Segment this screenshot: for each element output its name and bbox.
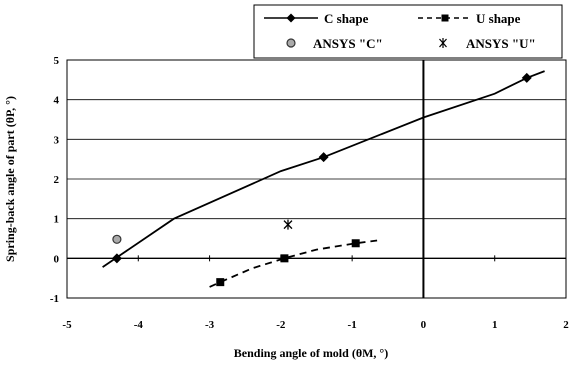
legend-box (253, 4, 563, 59)
legend-marker-c-shape (286, 13, 296, 23)
x-tick-label: -2 (276, 319, 286, 331)
y-tick-label: 4 (54, 95, 60, 107)
y-tick-labels: -1 0 1 2 3 4 5 (50, 55, 60, 305)
series-u-shape-point (216, 278, 225, 287)
legend-entry-ansys-u: ANSYS "U" (439, 36, 536, 51)
series-c-shape-point (318, 152, 329, 163)
y-tick-label: 1 (54, 214, 60, 226)
y-tick-label: 2 (54, 174, 60, 186)
legend-label-ansys-c: ANSYS "C" (313, 36, 383, 51)
y-tick-label: 3 (54, 134, 60, 146)
series-layer (102, 70, 545, 288)
series-c-shape-line (102, 70, 545, 268)
legend-marker-u-shape (441, 14, 449, 22)
y-tick-label: 0 (54, 253, 60, 265)
series-ansys-c-point (112, 234, 122, 244)
legend-label-c-shape: C shape (324, 11, 369, 26)
x-tick-label: 2 (563, 319, 569, 331)
legend-entry-c-shape: C shape (264, 11, 369, 26)
x-tick-label: -3 (205, 319, 215, 331)
legend-entry-ansys-c: ANSYS "C" (286, 36, 383, 51)
legend-entry-u-shape: U shape (418, 11, 521, 26)
x-tick-label: -5 (62, 319, 72, 331)
series-c-shape-point (111, 253, 122, 264)
legend-label-u-shape: U shape (476, 11, 521, 26)
y-tick-label: 5 (54, 55, 60, 67)
legend-label-ansys-u: ANSYS "U" (466, 36, 536, 51)
gridlines (67, 59, 566, 220)
y-tick-label: -1 (50, 293, 59, 305)
legend: C shape U shape ANSYS "C" ANSYS "U" (253, 4, 563, 59)
series-ansys-u-point (283, 219, 293, 230)
y-axis-title: Spring-back angle of part (θP, °) (3, 96, 17, 262)
x-tick-label: 0 (421, 319, 427, 331)
x-tick-label: -1 (348, 319, 357, 331)
x-tick-labels: -5 -4 -3 -2 -1 0 1 2 (62, 255, 569, 331)
legend-marker-ansys-c (286, 38, 296, 48)
legend-marker-ansys-u (439, 38, 447, 48)
series-u-shape-point (351, 239, 360, 248)
series-u-shape-point (280, 254, 289, 263)
x-tick-label: -4 (134, 319, 144, 331)
x-tick-label: 1 (492, 319, 498, 331)
x-axis-title: Bending angle of mold (θM, °) (234, 346, 388, 360)
series-c-shape-point (521, 72, 532, 83)
